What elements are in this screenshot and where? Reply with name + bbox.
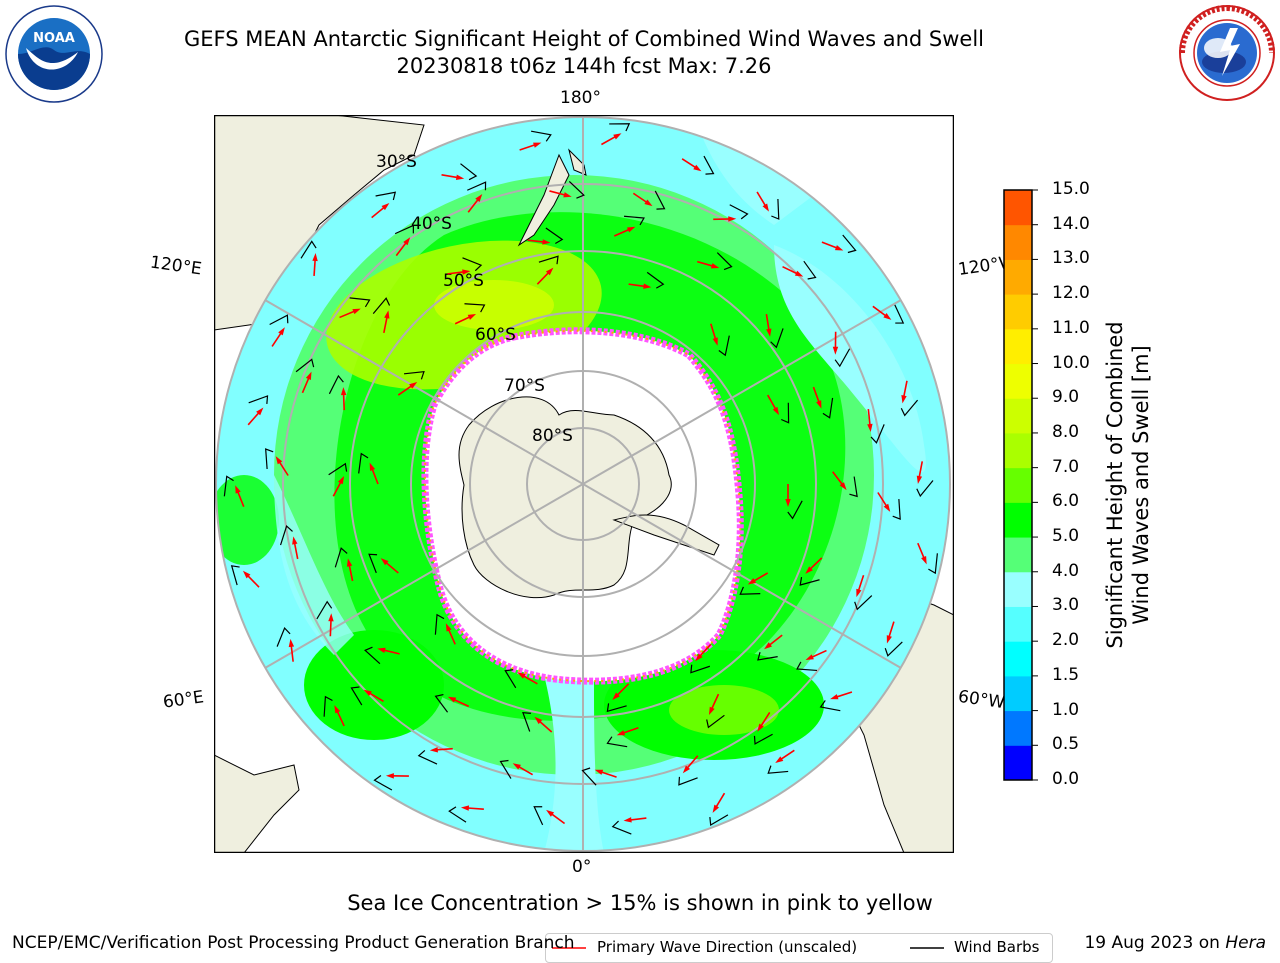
nws-logo-icon (1178, 4, 1276, 102)
colorbar-segment (1004, 468, 1032, 503)
lat-label-70s: 70°S (504, 376, 545, 396)
colorbar-tick-label: 12.0 (1052, 283, 1090, 303)
noaa-logo-icon: NOAA (4, 4, 104, 104)
colorbar-segment (1004, 294, 1032, 329)
colorbar-tick-label: 6.0 (1052, 491, 1079, 511)
colorbar-label: Significant Height of Combined Wind Wave… (1102, 321, 1154, 648)
lat-label-40s: 40°S (411, 214, 452, 234)
map-legend: Primary Wave Direction (unscaled) Wind B… (545, 933, 1053, 963)
footer-date: 19 Aug 2023 on Hera (1084, 933, 1266, 953)
colorbar-tick-label: 5.0 (1052, 526, 1079, 546)
colorbar-segment (1004, 641, 1032, 676)
colorbar-tick-label: 8.0 (1052, 422, 1079, 442)
colorbar-segment (1004, 711, 1032, 746)
colorbar-segment (1004, 225, 1032, 260)
footer-date-text: 19 Aug 2023 on (1084, 933, 1219, 953)
colorbar-segment (1004, 606, 1032, 641)
colorbar-tick-label: 2.0 (1052, 630, 1079, 650)
colorbar-tick-label: 1.5 (1052, 665, 1079, 685)
colorbar-tick-label: 15.0 (1052, 179, 1090, 199)
footer-machine: Hera (1225, 933, 1266, 953)
lat-label-80s: 80°S (532, 426, 573, 446)
lon-label-60e: 60°E (162, 687, 205, 712)
colorbar-segment (1004, 745, 1032, 780)
colorbar-label-line2: Wind Waves and Swell [m] (1128, 321, 1154, 648)
colorbar-segment (1004, 190, 1032, 225)
colorbar-tick-label: 0.0 (1052, 769, 1079, 789)
polar-map: 30°S 40°S 50°S 60°S 70°S 80°S (214, 115, 954, 853)
colorbar-tick-label: 11.0 (1052, 318, 1090, 338)
colorbar-tick-label: 0.5 (1052, 734, 1079, 754)
colorbar-segment (1004, 364, 1032, 399)
colorbar-segment (1004, 502, 1032, 537)
colorbar-tick-label: 13.0 (1052, 248, 1090, 268)
colorbar-tick-label: 4.0 (1052, 561, 1079, 581)
chart-subtitle: 20230818 t06z 144h fcst Max: 7.26 (0, 54, 1168, 78)
colorbar-tick-label: 14.0 (1052, 214, 1090, 234)
lon-label-0: 0° (572, 857, 591, 877)
colorbar-tick-label: 3.0 (1052, 595, 1079, 615)
lat-label-30s: 30°S (376, 152, 417, 172)
sea-ice-note: Sea Ice Concentration > 15% is shown in … (0, 891, 1280, 915)
chart-title: GEFS MEAN Antarctic Significant Height o… (0, 27, 1168, 51)
lon-label-180: 180° (560, 88, 601, 108)
colorbar-segment (1004, 329, 1032, 364)
lat-label-60s: 60°S (475, 325, 516, 345)
noaa-logo-text: NOAA (33, 31, 75, 46)
legend-label-barbs: Wind Barbs (954, 938, 1039, 956)
colorbar-segment (1004, 676, 1032, 711)
footer-credit: NCEP/EMC/Verification Post Processing Pr… (12, 933, 575, 953)
colorbar-segment (1004, 398, 1032, 433)
colorbar-tick-label: 10.0 (1052, 353, 1090, 373)
colorbar-segment (1004, 572, 1032, 607)
colorbar-segment (1004, 537, 1032, 572)
colorbar-tick-label: 7.0 (1052, 457, 1079, 477)
colorbar-tick-label: 9.0 (1052, 387, 1079, 407)
colorbar (1000, 186, 1040, 786)
legend-label-wave: Primary Wave Direction (unscaled) (597, 938, 857, 956)
colorbar-label-line1: Significant Height of Combined (1102, 321, 1128, 648)
colorbar-segment (1004, 259, 1032, 294)
colorbar-tick-label: 1.0 (1052, 700, 1079, 720)
colorbar-segment (1004, 433, 1032, 468)
map-panel: 30°S 40°S 50°S 60°S 70°S 80°S Primary Wa… (214, 115, 954, 853)
lon-label-60w: 60°W (957, 687, 1006, 713)
lon-label-120e: 120°E (149, 252, 203, 279)
